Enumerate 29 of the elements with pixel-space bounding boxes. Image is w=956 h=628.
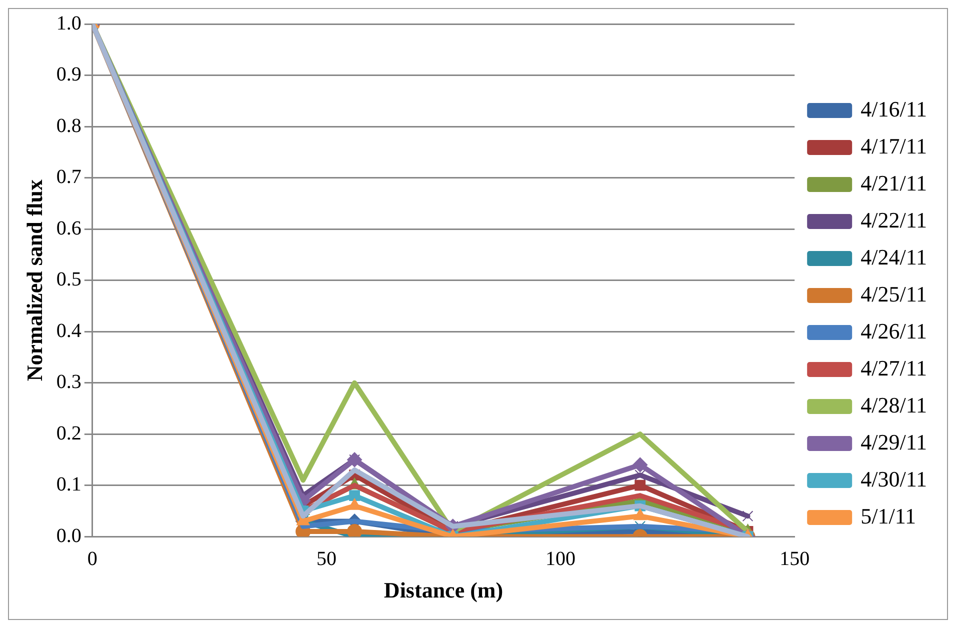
legend-label: 4/29/11 xyxy=(860,429,928,454)
y-tick-label: 0.9 xyxy=(56,64,82,86)
x-axis-title: Distance (m) xyxy=(384,577,504,602)
y-tick-label: 0.4 xyxy=(56,320,82,342)
legend-label: 4/16/11 xyxy=(860,96,928,122)
legend-label: 4/17/11 xyxy=(860,133,928,158)
y-tick-label: 0.1 xyxy=(56,474,82,496)
y-tick-label: 0.7 xyxy=(56,166,82,188)
x-tick-label: 0 xyxy=(87,548,98,570)
y-axis-title: Normalized sand flux xyxy=(22,179,47,382)
y-tick-label: 0.8 xyxy=(56,114,82,137)
x-tick-label: 150 xyxy=(780,548,810,570)
x-tick-label: 50 xyxy=(316,548,336,570)
legend-label: 4/30/11 xyxy=(860,466,928,492)
legend-label: 4/27/11 xyxy=(860,355,928,380)
y-tick-label: 0.5 xyxy=(56,268,82,291)
x-tick-label: 100 xyxy=(546,548,576,570)
legend-label: 4/24/11 xyxy=(860,244,928,270)
y-tick-label: 0.0 xyxy=(56,524,82,547)
y-tick-label: 0.3 xyxy=(56,371,82,394)
legend-label: 4/21/11 xyxy=(860,170,928,196)
legend-label: 4/28/11 xyxy=(860,392,928,418)
legend-label: 4/26/11 xyxy=(860,318,928,344)
legend-label: 4/22/11 xyxy=(860,207,928,232)
y-tick-label: 0.6 xyxy=(56,217,82,240)
legend-label: 4/25/11 xyxy=(860,281,928,306)
y-tick-label: 1.0 xyxy=(56,12,82,34)
legend-label: 5/1/11 xyxy=(860,503,916,528)
y-tick-label: 0.2 xyxy=(56,422,82,444)
